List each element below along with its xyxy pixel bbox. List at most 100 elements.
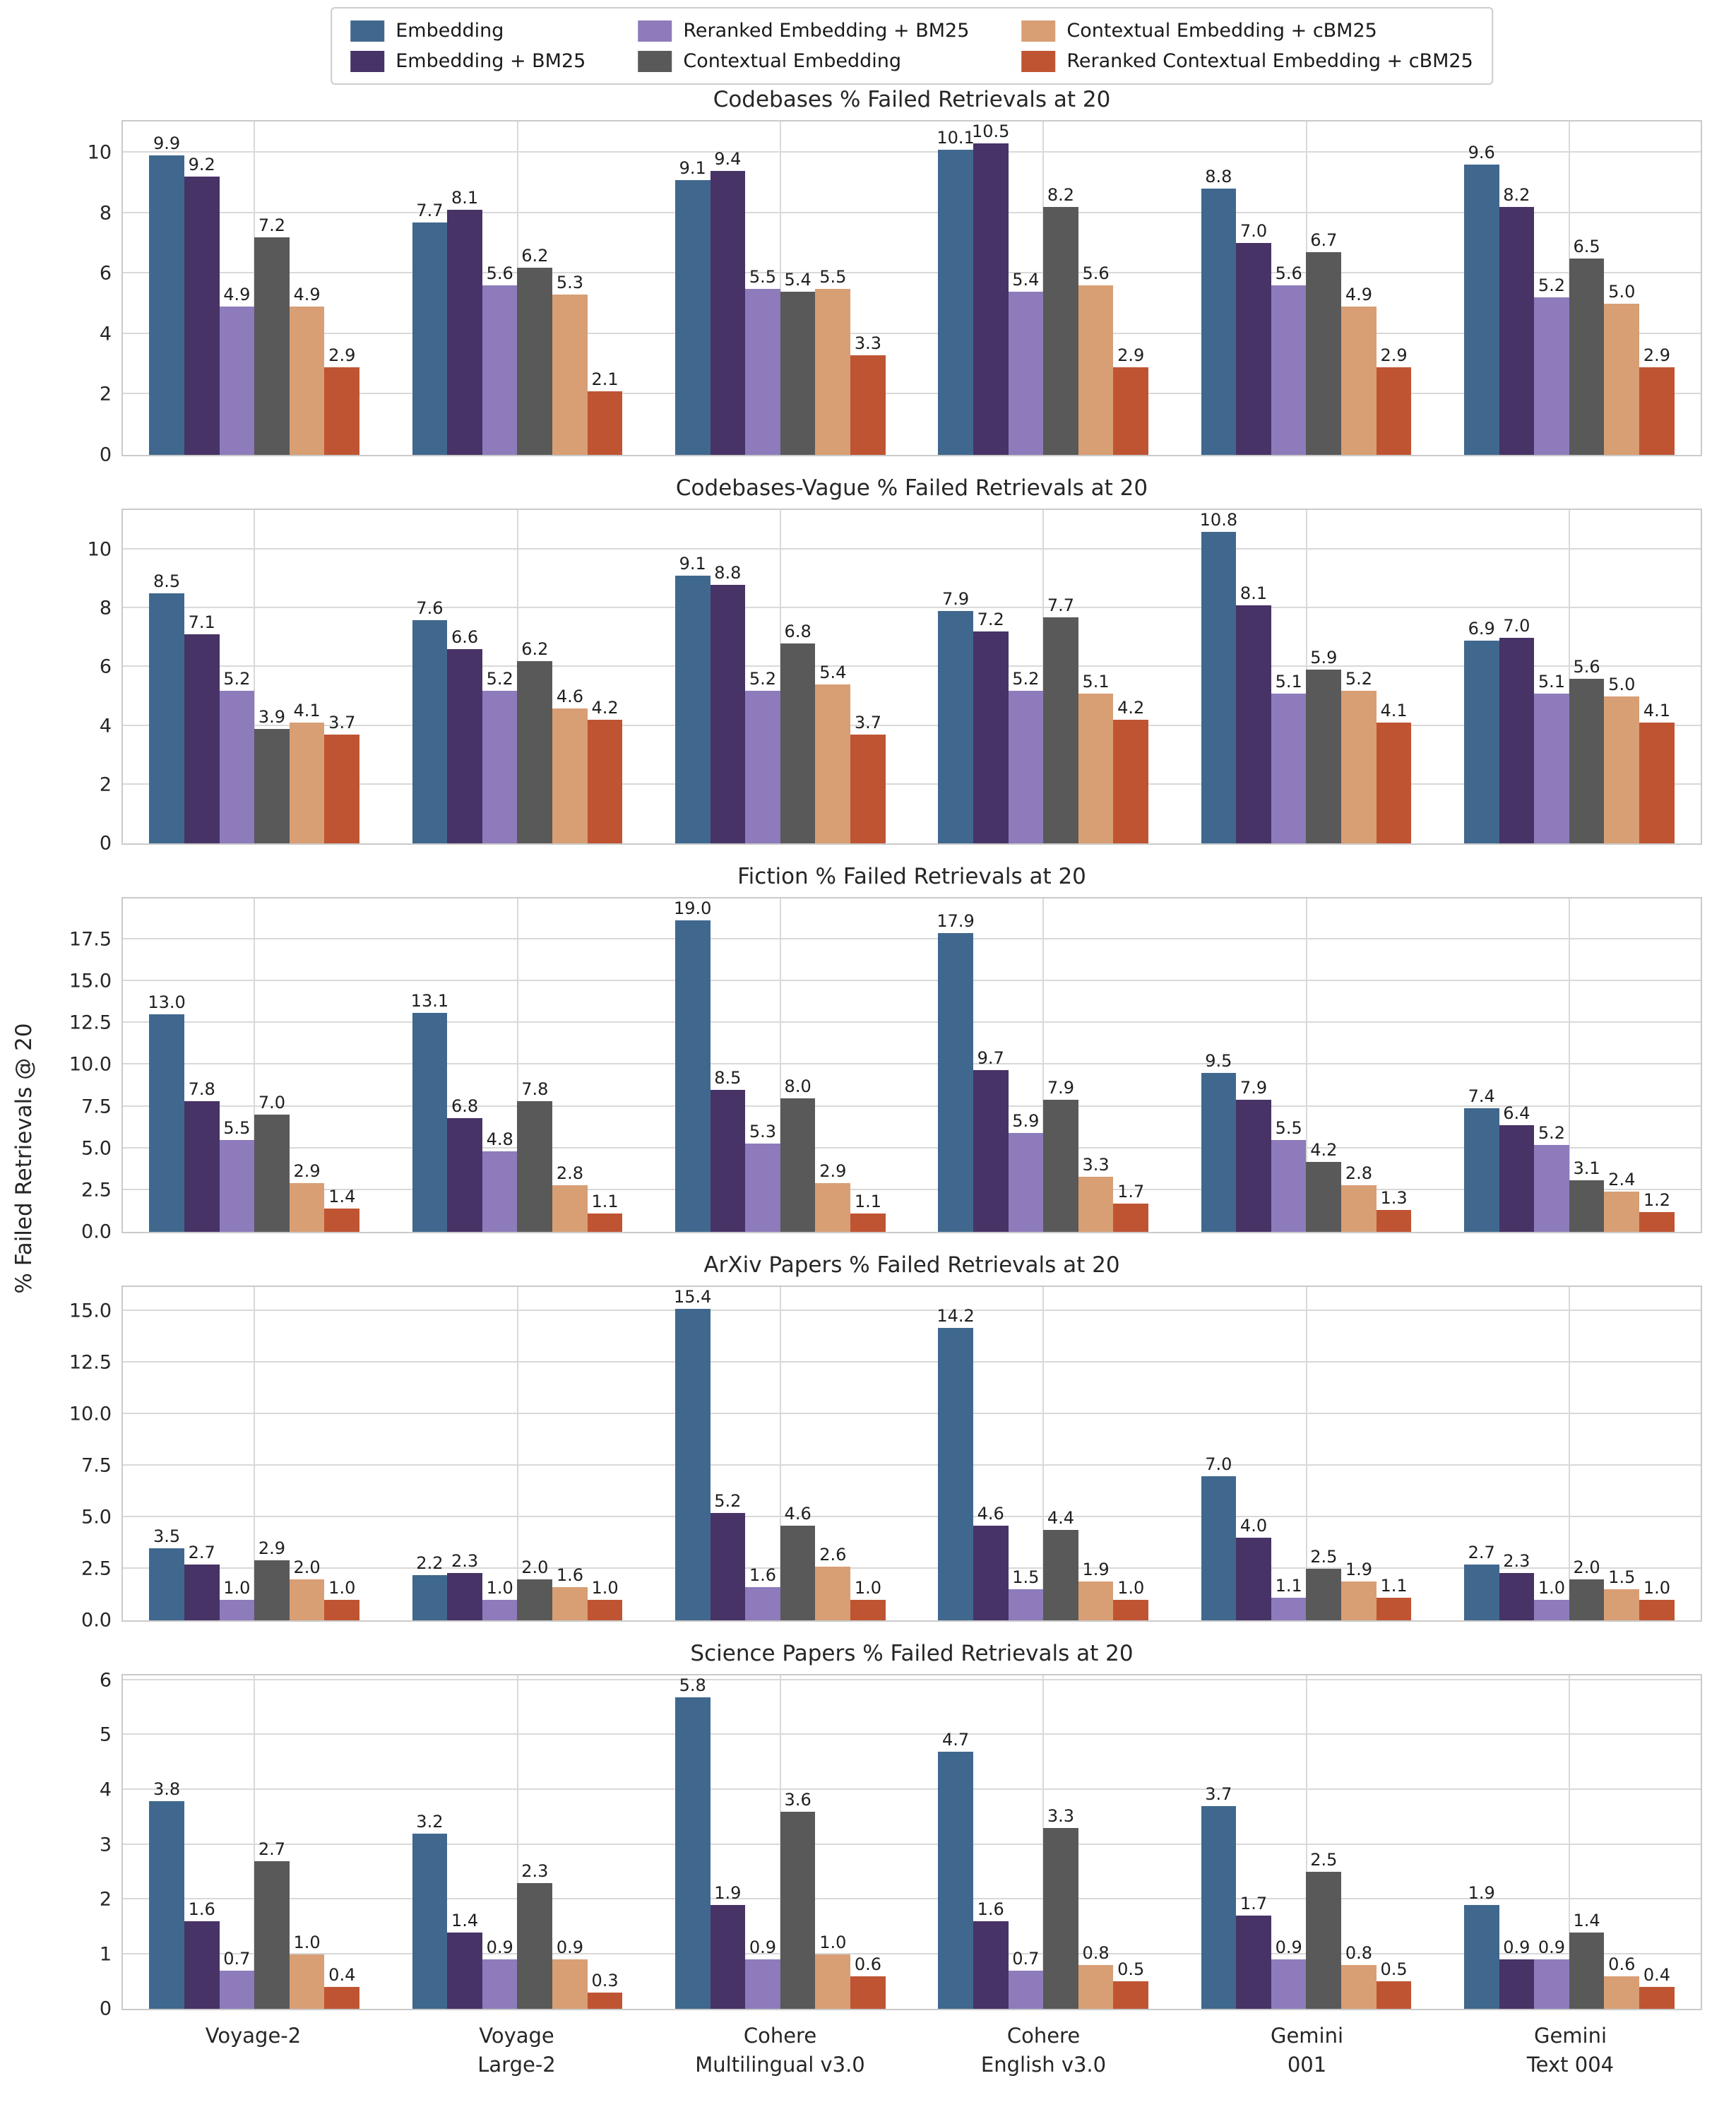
bar-slot: 4.6 (780, 1287, 816, 1620)
bar-group: 4.7 1.6 0.7 3.3 0.8 0.5 (912, 1675, 1175, 2009)
bar (815, 1183, 851, 1232)
bar-value-label: 8.2 (1503, 185, 1530, 206)
bar-slot: 2.5 (1306, 1675, 1342, 2009)
bar (1569, 1579, 1605, 1620)
bar-value-label: 9.1 (679, 554, 706, 574)
bar-slot: 3.9 (254, 510, 290, 843)
bar (938, 611, 973, 843)
bar-value-label: 4.9 (223, 285, 251, 305)
bar-value-label: 0.3 (591, 1970, 619, 1990)
bar-slot: 4.8 (482, 898, 518, 1232)
bar-slot: 5.6 (1569, 510, 1605, 843)
bar (1236, 1538, 1271, 1620)
bar (1008, 1589, 1044, 1620)
bar-slot: 3.7 (324, 510, 360, 843)
bar (254, 237, 290, 455)
chart-legend: Embedding Embedding + BM25 Reranked Embedd… (331, 7, 1493, 85)
bar-value-label: 8.8 (1205, 167, 1232, 187)
bar-value-label: 0.9 (1275, 1937, 1302, 1958)
bar-value-label: 0.9 (1503, 1937, 1530, 1958)
bar-slot: 10.5 (972, 121, 1009, 455)
bar-value-label: 6.8 (451, 1096, 479, 1117)
bar (1639, 367, 1675, 455)
bar (447, 210, 482, 455)
bar-slot: 4.1 (1376, 510, 1412, 843)
bar-value-label: 5.6 (1275, 263, 1302, 284)
bar (517, 660, 553, 843)
bar (1499, 1572, 1535, 1620)
bar-slot: 0.3 (587, 1675, 623, 2009)
bar (149, 155, 184, 455)
bar (710, 1513, 746, 1620)
bar (289, 1183, 325, 1232)
bar (1499, 637, 1535, 843)
bar-group: 19.0 8.5 5.3 8.0 2.9 1.1 (649, 898, 912, 1232)
bar-slot: 5.3 (745, 898, 780, 1232)
bar-slot: 9.1 (674, 510, 711, 843)
bar-slot: 3.3 (1043, 1675, 1078, 2009)
y-tick-label: 7.5 (81, 1454, 112, 1477)
bar-slot: 4.9 (289, 121, 325, 455)
bar (1306, 670, 1342, 843)
bar-slot: 0.8 (1341, 1675, 1377, 2009)
bar-slot: 8.5 (149, 510, 184, 843)
bar-value-label: 5.0 (1608, 674, 1636, 694)
y-tick-label: 15.0 (69, 970, 112, 992)
bar-slot: 7.9 (1236, 898, 1271, 1232)
bar-value-label: 10.8 (1199, 510, 1238, 530)
bar (1271, 1139, 1307, 1232)
bar-value-label: 10.1 (937, 127, 975, 148)
bar (324, 1987, 360, 2009)
gridline-vertical (1042, 1287, 1045, 1620)
bar-value-label: 5.6 (1082, 263, 1110, 284)
bar-slot: 9.5 (1201, 898, 1237, 1232)
bar-slot: 6.2 (517, 121, 553, 455)
y-tick-label: 6 (99, 262, 112, 285)
bar-slot: 7.1 (184, 510, 220, 843)
bar-slot: 5.6 (482, 121, 518, 455)
bar-slot: 1.4 (324, 898, 360, 1232)
bar-value-label: 0.7 (223, 1948, 251, 1969)
bar-value-label: 5.2 (714, 1491, 742, 1512)
bar-slot: 4.0 (1236, 1287, 1271, 1620)
bar-value-label: 7.0 (1239, 221, 1268, 242)
bar-value-label: 4.6 (977, 1503, 1004, 1524)
bar-slot: 7.6 (412, 510, 448, 843)
bar-slot: 1.6 (745, 1287, 780, 1620)
bar-slot: 2.3 (517, 1675, 553, 2009)
x-tick-label: Voyage Large-2 (385, 2022, 648, 2079)
bar-group: 8.8 7.0 5.6 6.7 4.9 2.9 (1175, 121, 1437, 455)
bar-value-label: 4.0 (1239, 1516, 1268, 1536)
gridline-horizontal (123, 211, 1701, 213)
bar-group: 14.2 4.6 1.5 4.4 1.9 1.0 (912, 1287, 1175, 1620)
bar-slot: 1.6 (973, 1675, 1009, 2009)
bar (1271, 285, 1307, 455)
bar-group: 10.1 10.5 5.4 8.2 5.6 2.9 (912, 121, 1175, 455)
bar-slot: 2.0 (517, 1287, 553, 1620)
bar (1463, 1904, 1499, 2009)
bar-value-label: 3.3 (854, 333, 881, 353)
bar (1201, 189, 1237, 455)
bar-value-label: 6.2 (521, 639, 549, 659)
gridline-horizontal (123, 393, 1701, 395)
bar-value-label: 13.1 (410, 991, 449, 1011)
bar-value-label: 3.3 (1082, 1154, 1110, 1175)
bar-slot: 0.9 (745, 1675, 780, 2009)
bar-slot: 1.1 (850, 898, 886, 1232)
bar (517, 1101, 553, 1232)
y-tick-label: 4 (99, 323, 112, 345)
bar (219, 1599, 255, 1620)
gridline-vertical (254, 510, 256, 843)
bar-slot: 1.1 (587, 898, 623, 1232)
bar-group: 1.9 0.9 0.9 1.4 0.6 0.4 (1438, 1675, 1701, 2009)
bar (219, 1970, 255, 2009)
bar-value-label: 2.9 (1380, 345, 1408, 365)
bar (254, 1560, 290, 1620)
bar (780, 291, 816, 455)
gridline-horizontal (123, 1021, 1701, 1023)
y-tick-label: 15.0 (69, 1300, 112, 1322)
bar-value-label: 4.2 (1310, 1139, 1338, 1160)
bar-slot: 5.5 (219, 898, 255, 1232)
bar-value-label: 2.3 (521, 1860, 549, 1881)
bar-slot: 0.9 (552, 1675, 588, 2009)
